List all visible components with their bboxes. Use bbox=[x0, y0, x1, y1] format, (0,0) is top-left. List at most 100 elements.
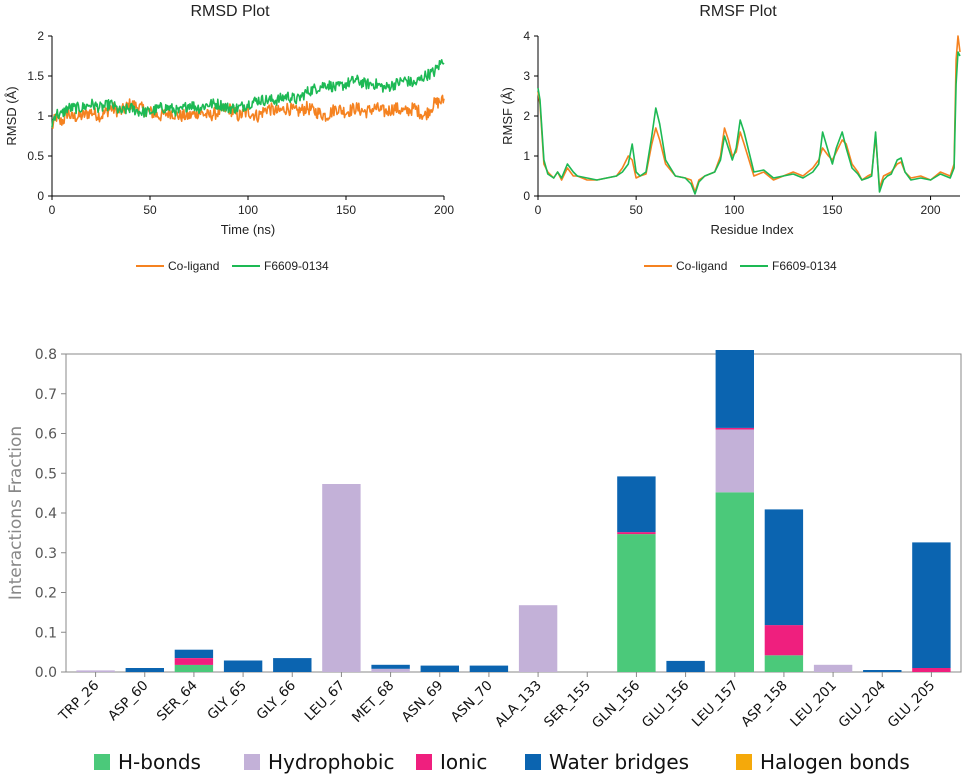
bar-ASN_70-water-bridges bbox=[469, 665, 509, 672]
legend-swatch-halogen-bonds bbox=[736, 754, 752, 770]
y-tick-label: 0.0 bbox=[35, 665, 57, 681]
bar-ASP_158-h-bonds bbox=[764, 655, 804, 672]
category-label: GLU_204 bbox=[836, 678, 890, 732]
category-label: ASP_158 bbox=[738, 678, 791, 731]
y-tick-label: 0.8 bbox=[35, 347, 57, 363]
legend-swatch-water-bridges bbox=[525, 754, 541, 770]
legend-label-ionic: Ionic bbox=[440, 750, 487, 774]
y-tick-label: 0 bbox=[523, 189, 530, 203]
category-label: LEU_157 bbox=[689, 678, 742, 731]
legend-label-hydrophobic: Hydrophobic bbox=[268, 750, 394, 774]
bar-LEU_157-ionic bbox=[715, 427, 754, 430]
rmsd-y-label: RMSD (Å) bbox=[4, 86, 19, 145]
x-tick-label: 150 bbox=[822, 203, 842, 217]
bar-SER_64-ionic bbox=[174, 658, 214, 665]
rmsf-legend-label-coligand: Co-ligand bbox=[676, 259, 727, 273]
rmsf-x-label: Residue Index bbox=[710, 222, 794, 237]
category-label: LEU_67 bbox=[302, 678, 349, 725]
category-label: ALA_133 bbox=[492, 678, 545, 731]
rmsd-title: RMSD Plot bbox=[190, 3, 270, 20]
series-line-1 bbox=[537, 51, 961, 195]
bar-TRP_26-hydrophobic bbox=[76, 670, 115, 672]
x-tick-label: 150 bbox=[336, 203, 356, 217]
interactions-x-ticks: TRP_26 ASP_60 SER_64 GLY_65 GLY_66 LEU_67 MET_… bbox=[55, 672, 938, 732]
x-tick-label: 50 bbox=[629, 203, 643, 217]
bar-GLU_205-water-bridges bbox=[912, 542, 951, 668]
rmsd-x-label: Time (ns) bbox=[221, 222, 275, 237]
y-tick-label: 0.3 bbox=[35, 546, 57, 562]
rmsd-y-ticks: 0 0.5 1 1.5 2 bbox=[27, 29, 52, 203]
y-tick-label: 2 bbox=[37, 29, 44, 43]
y-tick-label: 0.6 bbox=[35, 427, 57, 443]
rmsf-y-ticks: 0 1 2 3 4 bbox=[523, 29, 538, 203]
bar-LEU_201-hydrophobic bbox=[813, 664, 853, 672]
bar-LEU_157-hydrophobic bbox=[715, 429, 754, 493]
rmsf-y-label: RMSF (Å) bbox=[500, 87, 515, 145]
bar-GLN_156-h-bonds bbox=[617, 534, 656, 672]
bar-LEU_67-hydrophobic bbox=[322, 484, 361, 672]
rmsd-x-ticks: 0 50 100 150 200 bbox=[49, 196, 454, 217]
x-tick-label: 0 bbox=[49, 203, 56, 217]
category-label: GLU_156 bbox=[639, 678, 693, 732]
legend-swatch-ionic bbox=[416, 754, 432, 770]
y-tick-label: 1 bbox=[523, 149, 530, 163]
interactions-y-label: Interactions Fraction bbox=[6, 426, 26, 600]
interactions-frame bbox=[65, 353, 962, 673]
rmsf-series bbox=[537, 35, 961, 195]
bar-ASP_158-water-bridges bbox=[764, 509, 804, 626]
x-tick-label: 200 bbox=[921, 203, 941, 217]
legend-label-halogen-bonds: Halogen bonds bbox=[760, 750, 910, 774]
y-tick-label: 1 bbox=[37, 109, 44, 123]
rmsd-legend: Co-ligand F6609-0134 bbox=[136, 259, 329, 273]
x-tick-label: 200 bbox=[434, 203, 454, 217]
category-label: GLN_156 bbox=[589, 678, 643, 732]
category-label: TRP_26 bbox=[55, 678, 102, 725]
x-tick-label: 50 bbox=[143, 203, 157, 217]
rmsd-legend-label-coligand: Co-ligand bbox=[168, 259, 219, 273]
x-tick-label: 100 bbox=[238, 203, 258, 217]
series-line-1 bbox=[51, 59, 445, 128]
y-tick-label: 0.4 bbox=[35, 506, 57, 522]
bar-MET_68-hydrophobic bbox=[371, 668, 410, 672]
rmsf-x-ticks: 0 50 100 150 200 bbox=[535, 196, 941, 217]
rmsd-series bbox=[51, 59, 445, 129]
y-tick-label: 1.5 bbox=[27, 69, 44, 83]
y-tick-label: 0.5 bbox=[35, 466, 57, 482]
bar-MET_68-water-bridges bbox=[371, 664, 410, 669]
bar-LEU_157-water-bridges bbox=[715, 350, 754, 428]
rmsd-legend-label-f6609: F6609-0134 bbox=[264, 259, 329, 273]
category-label: ASN_69 bbox=[399, 678, 447, 726]
category-label: ASP_60 bbox=[105, 678, 152, 725]
rmsf-panel: RMSF Plot 0 1 2 3 4 0 50 100 150 200 Residue Ind… bbox=[500, 3, 961, 273]
legend-label-h-bonds: H-bonds bbox=[118, 750, 201, 774]
rmsd-panel: RMSD Plot 0 0.5 1 1.5 2 0 50 100 150 200 Time (n… bbox=[4, 3, 454, 273]
interactions-bars bbox=[76, 350, 951, 672]
rmsf-legend: Co-ligand F6609-0134 bbox=[644, 259, 837, 273]
bar-SER_64-water-bridges bbox=[174, 649, 214, 658]
bar-ALA_133-hydrophobic bbox=[518, 605, 558, 672]
category-label: GLU_205 bbox=[885, 678, 939, 732]
category-label: GLY_65 bbox=[204, 678, 250, 724]
legend-swatch-h-bonds bbox=[94, 754, 110, 770]
y-tick-label: 0.2 bbox=[35, 586, 57, 602]
interactions-y-ticks: 0.0 0.1 0.2 0.3 0.4 0.5 0.6 0.7 0.8 bbox=[35, 347, 66, 681]
bar-GLY_66-water-bridges bbox=[273, 658, 312, 672]
series-line-0 bbox=[537, 35, 961, 193]
category-label: LEU_201 bbox=[787, 678, 840, 731]
category-label: SER_64 bbox=[154, 678, 201, 725]
bar-ASP_158-ionic bbox=[764, 625, 804, 656]
bar-ASN_69-water-bridges bbox=[420, 665, 459, 672]
legend-label-water-bridges: Water bridges bbox=[549, 750, 689, 774]
rmsf-title: RMSF Plot bbox=[699, 3, 777, 20]
interactions-panel: 0.0 0.1 0.2 0.3 0.4 0.5 0.6 0.7 0.8 TRP_26 ASP_60… bbox=[6, 347, 962, 774]
y-tick-label: 2 bbox=[523, 109, 530, 123]
category-label: GLY_66 bbox=[254, 678, 300, 724]
bar-LEU_157-h-bonds bbox=[715, 492, 754, 672]
y-tick-label: 0.5 bbox=[27, 149, 44, 163]
bar-GLU_204-water-bridges bbox=[863, 670, 902, 672]
y-tick-label: 0.7 bbox=[35, 387, 57, 403]
x-tick-label: 0 bbox=[535, 203, 542, 217]
interactions-legend: H-bonds Hydrophobic Ionic Water bridges … bbox=[94, 750, 910, 774]
rmsf-legend-label-f6609: F6609-0134 bbox=[772, 259, 837, 273]
